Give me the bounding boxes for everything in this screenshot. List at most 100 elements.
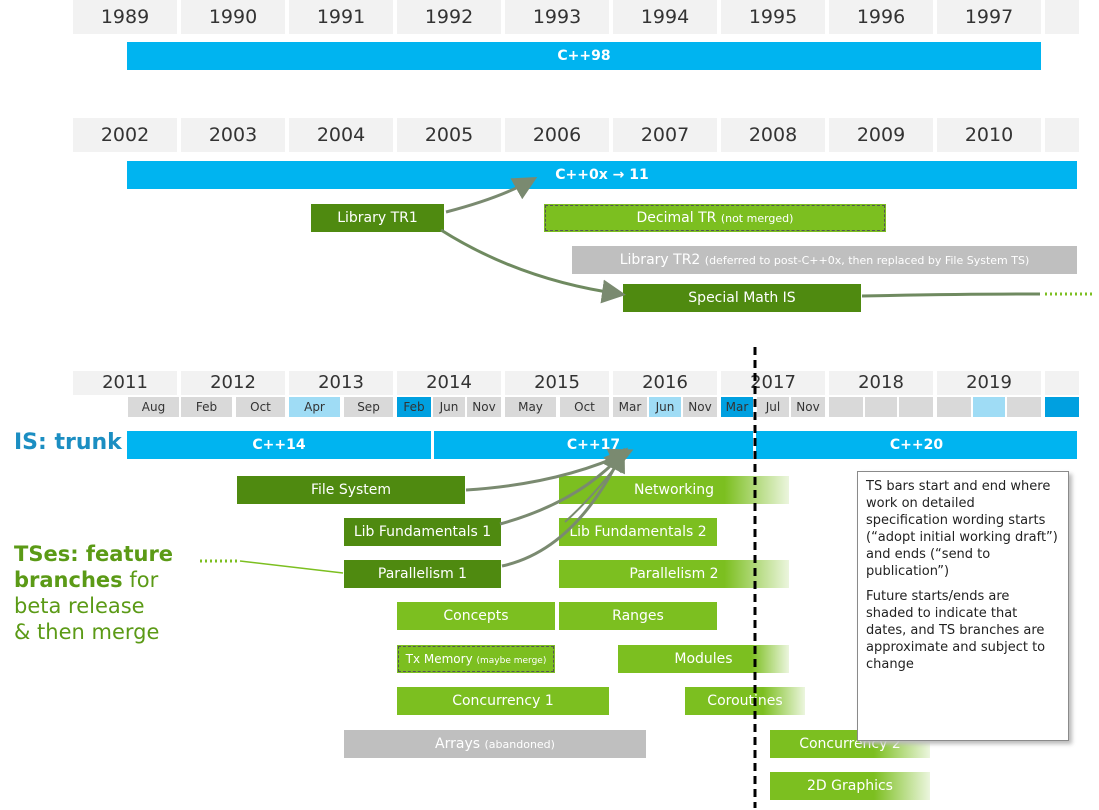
month-cell-empty xyxy=(1007,397,1041,417)
year-cell: 1991 xyxy=(289,0,393,34)
year-cell: 2018 xyxy=(829,371,933,395)
concurrency-1-bar: Concurrency 1 xyxy=(397,687,609,715)
graphics-2d-bar: 2D Graphics xyxy=(770,772,930,800)
month-cell: May xyxy=(505,397,556,417)
month-cell-empty xyxy=(829,397,863,417)
year-cell: 1992 xyxy=(397,0,501,34)
month-cell: Jun xyxy=(433,397,465,417)
month-cell-strong: Feb xyxy=(397,397,431,417)
ts-title-line: for xyxy=(129,568,159,592)
parallelism-1-bar: Parallelism 1 xyxy=(344,560,501,588)
lib-fundamentals-2-bar: Lib Fundamentals 2 xyxy=(559,518,717,546)
year-cell: 2007 xyxy=(613,118,717,152)
year-cell: 2013 xyxy=(289,371,393,395)
tx-memory-label: Tx Memory xyxy=(405,652,473,666)
is-trunk-title: IS: trunk xyxy=(14,430,122,455)
ts-title-line: beta release xyxy=(14,594,145,618)
month-cell-empty-highlight xyxy=(973,397,1005,417)
month-cell: Jul xyxy=(757,397,789,417)
parallelism-2-bar: Parallelism 2 xyxy=(559,560,789,588)
month-cell: Aug xyxy=(128,397,179,417)
ts-title: TSes: feature branches for beta release … xyxy=(14,541,173,645)
year-cell: 2006 xyxy=(505,118,609,152)
month-cell-empty xyxy=(937,397,971,417)
month-cell: Nov xyxy=(467,397,501,417)
tx-memory-note: (maybe merge) xyxy=(476,656,547,666)
ts-incoming-line xyxy=(239,560,344,574)
year-cell: 2009 xyxy=(829,118,933,152)
year-cell: 2019 xyxy=(937,371,1041,395)
month-cell-strong: Mar xyxy=(721,397,753,417)
special-math-continuation xyxy=(861,292,1041,298)
ts-title-line: & then merge xyxy=(14,620,160,644)
month-cell-highlight: Apr xyxy=(289,397,340,417)
ts-title-line: branches xyxy=(14,568,123,592)
year-cell: 2016 xyxy=(613,371,717,395)
year-cell: 2002 xyxy=(73,118,177,152)
cpp20-trunk-bar: C++20 xyxy=(756,431,1077,459)
month-cell-empty-strong xyxy=(1045,397,1079,417)
decimal-tr-bar: Decimal TR (not merged) xyxy=(544,204,886,232)
year-cell: 2011 xyxy=(73,371,177,395)
cpp14-trunk-bar: C++14 xyxy=(127,431,431,459)
concepts-bar: Concepts xyxy=(397,602,555,630)
year-cell: 2014 xyxy=(397,371,501,395)
arrays-label: Arrays xyxy=(435,736,481,752)
ts-title-line: TSes: feature xyxy=(14,542,174,566)
month-cell: Sep xyxy=(344,397,393,417)
year-cell: 2015 xyxy=(505,371,609,395)
month-cell: Mar xyxy=(613,397,647,417)
year-cell: 1996 xyxy=(829,0,933,34)
library-tr1-bar: Library TR1 xyxy=(311,204,444,232)
library-tr2-note: (deferred to post-C++0x, then replaced b… xyxy=(704,254,1030,267)
year-cell: 1993 xyxy=(505,0,609,34)
modules-bar: Modules xyxy=(618,645,789,673)
library-tr2-bar: Library TR2 (deferred to post-C++0x, the… xyxy=(572,246,1077,274)
year-cell: 2003 xyxy=(181,118,285,152)
special-math-bar: Special Math IS xyxy=(623,284,861,312)
year-cell: 2008 xyxy=(721,118,825,152)
year-cell: 1990 xyxy=(181,0,285,34)
decimal-tr-note: (not merged) xyxy=(720,212,794,225)
decimal-tr-label: Decimal TR xyxy=(636,210,717,226)
tr1-to-special-math-arrow xyxy=(440,228,626,304)
month-cell-highlight: Jun xyxy=(649,397,681,417)
month-cell: Nov xyxy=(683,397,717,417)
year-cell-empty xyxy=(1045,0,1079,34)
tr1-to-cpp11-arrow xyxy=(445,177,538,214)
arrays-bar: Arrays (abandoned) xyxy=(344,730,646,758)
year-cell: 2010 xyxy=(937,118,1041,152)
notes-box: TS bars start and end where work on deta… xyxy=(857,471,1069,741)
arrays-note: (abandoned) xyxy=(484,738,555,751)
year-cell: 1994 xyxy=(613,0,717,34)
cpp17-trunk-bar: C++17 xyxy=(434,431,753,459)
month-cell: Nov xyxy=(791,397,825,417)
year-cell: 1995 xyxy=(721,0,825,34)
year-cell-empty xyxy=(1045,371,1079,395)
file-system-bar: File System xyxy=(237,476,465,504)
year-cell-empty xyxy=(1045,118,1079,152)
cpp98-trunk-bar: C++98 xyxy=(127,42,1041,70)
note-paragraph: TS bars start and end where work on deta… xyxy=(866,479,1058,579)
month-cell: Oct xyxy=(560,397,609,417)
year-cell: 2017 xyxy=(721,371,825,395)
year-cell: 2005 xyxy=(397,118,501,152)
month-cell-empty xyxy=(865,397,897,417)
lib-fund-2-merge-arrow xyxy=(564,451,627,523)
month-cell-empty xyxy=(899,397,933,417)
month-cell: Oct xyxy=(236,397,285,417)
year-cell: 1997 xyxy=(937,0,1041,34)
coroutines-bar: Coroutines xyxy=(685,687,805,715)
cpp0x-trunk-bar: C++0x → 11 xyxy=(127,161,1077,189)
year-cell: 2012 xyxy=(181,371,285,395)
month-cell: Feb xyxy=(181,397,232,417)
note-paragraph: Future starts/ends are shaded to indicat… xyxy=(866,589,1046,672)
tx-memory-bar: Tx Memory (maybe merge) xyxy=(397,645,555,673)
lib-fundamentals-1-bar: Lib Fundamentals 1 xyxy=(344,518,501,546)
ranges-bar: Ranges xyxy=(559,602,717,630)
year-cell: 1989 xyxy=(73,0,177,34)
parallelism-1-merge-arrow xyxy=(501,447,625,568)
year-cell: 2004 xyxy=(289,118,393,152)
library-tr2-label: Library TR2 xyxy=(619,252,701,268)
